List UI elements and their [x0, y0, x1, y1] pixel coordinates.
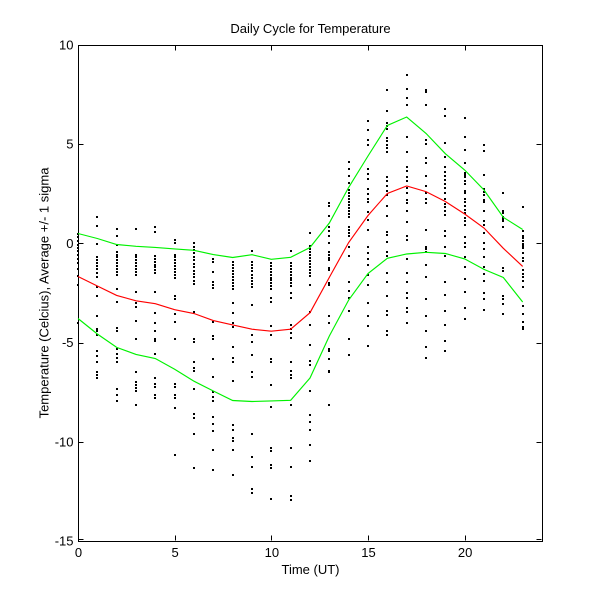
- svg-text:10: 10: [59, 38, 73, 53]
- svg-text:Daily Cycle for Temperature: Daily Cycle for Temperature: [230, 21, 390, 36]
- svg-text:0: 0: [66, 236, 73, 251]
- svg-text:-15: -15: [55, 534, 74, 549]
- svg-text:5: 5: [66, 137, 73, 152]
- svg-text:0: 0: [75, 545, 82, 560]
- svg-text:20: 20: [458, 545, 472, 560]
- svg-text:Time (UT): Time (UT): [281, 562, 339, 577]
- svg-text:10: 10: [265, 545, 279, 560]
- svg-text:5: 5: [172, 545, 179, 560]
- svg-text:-10: -10: [55, 434, 74, 449]
- svg-text:Temperature (Celcius), Average: Temperature (Celcius), Average +/- 1 sig…: [37, 167, 52, 419]
- svg-text:-5: -5: [62, 335, 74, 350]
- svg-text:15: 15: [361, 545, 375, 560]
